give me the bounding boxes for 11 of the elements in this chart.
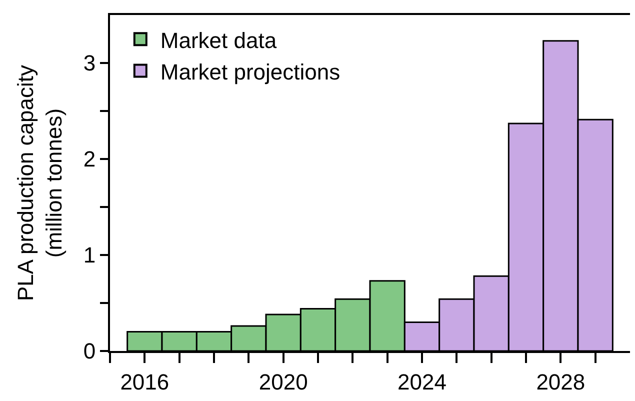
legend-label: Market data (160, 28, 278, 53)
x-tick-label: 2020 (258, 369, 308, 394)
y-tick-label: 1 (83, 242, 96, 268)
y-tick-label: 2 (83, 146, 96, 172)
x-tick-label: 2024 (398, 369, 446, 394)
legend-label: Market projections (160, 59, 340, 84)
y-tick-label: 3 (83, 50, 96, 76)
x-tick-label: 2028 (536, 369, 586, 394)
x-tick-label: 2016 (120, 369, 170, 394)
y-tick-label: 0 (83, 338, 96, 364)
y-axis-title: PLA production capacity (million tonnes) (13, 64, 67, 302)
